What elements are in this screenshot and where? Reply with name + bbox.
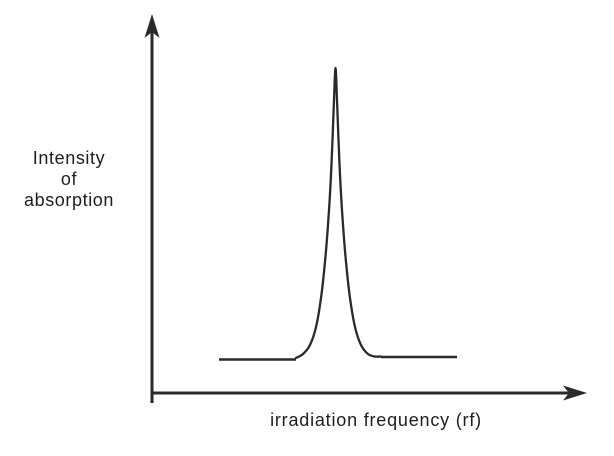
- y-axis-label-line-2: of: [60, 169, 78, 189]
- y-axis-arrowhead-icon: [144, 14, 160, 38]
- x-axis-arrowhead-icon: [563, 385, 587, 401]
- x-axis-label: irradiation frequency (rf): [270, 410, 482, 430]
- y-axis-label-line-1: Intensity: [32, 148, 106, 168]
- absorption-peak-curve: [294, 66, 383, 360]
- y-axis-label-line-3: absorption: [23, 190, 115, 210]
- y-axis-label: Intensity of absorption: [0, 148, 138, 211]
